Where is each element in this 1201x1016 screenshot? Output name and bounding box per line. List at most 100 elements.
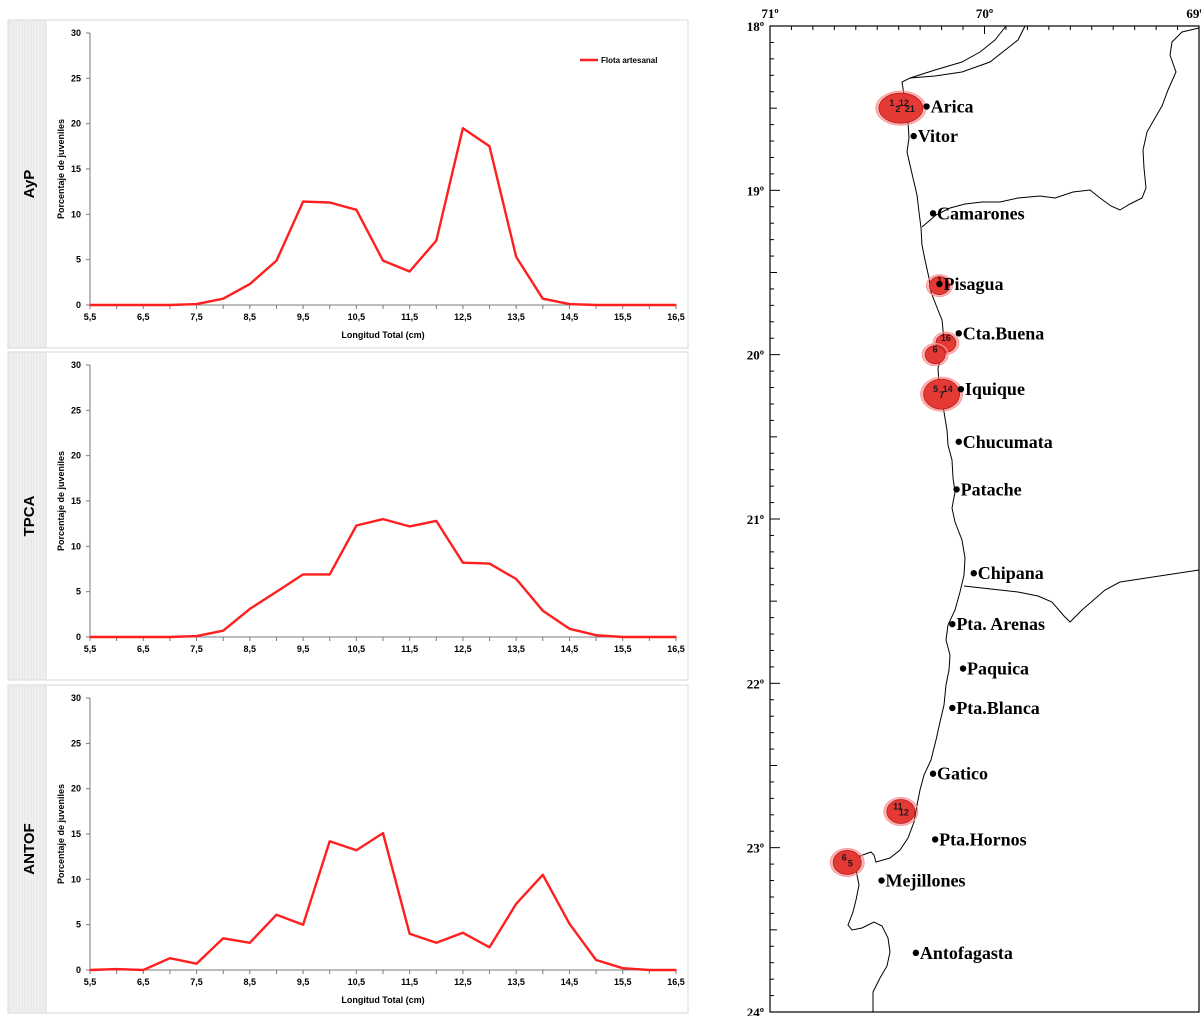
panel-frame xyxy=(7,351,689,681)
x-tick-label: 5,5 xyxy=(84,644,97,654)
data-point xyxy=(302,573,304,576)
place-dot xyxy=(878,877,885,884)
cluster-label: 1 xyxy=(889,98,894,108)
data-point xyxy=(222,937,224,940)
x-tick-label: 9,5 xyxy=(297,977,310,987)
y-tick-label: 5 xyxy=(76,587,81,597)
data-point xyxy=(169,957,171,960)
chart-panel-1: AyP 0 5 10 15 20 25 30 5,5 6,5 7,5 8,5 9,5 10,5 11,5 12… xyxy=(7,19,689,349)
place-dot xyxy=(949,620,956,628)
place-dot xyxy=(931,836,939,843)
data-point xyxy=(195,962,198,965)
lon-label: 70º xyxy=(976,6,993,21)
x-tick-label: 15,5 xyxy=(614,644,632,654)
chart-panel-2: TPCA 0 5 10 15 20 25 30 5,5 6,5 7,5 8,5 9,5 10,5 11,5 1… xyxy=(7,351,689,681)
place-label: Cta.Buena xyxy=(963,323,1045,343)
lon-label: 69º xyxy=(1186,6,1201,21)
x-tick-label: 13,5 xyxy=(507,977,525,987)
data-point xyxy=(142,304,145,306)
x-tick-label: 7,5 xyxy=(190,977,203,987)
data-point xyxy=(621,304,624,306)
catch-cluster: 6 xyxy=(921,343,949,367)
place-label: Vitor xyxy=(918,126,958,146)
data-point xyxy=(435,942,438,944)
y-tick-label: 20 xyxy=(71,119,81,129)
lat-label: 24º xyxy=(747,1005,764,1016)
place-label: Iquique xyxy=(965,379,1025,399)
data-point xyxy=(595,634,597,636)
x-tick-label: 11,5 xyxy=(401,977,418,987)
y-tick-label: 5 xyxy=(76,920,81,930)
y-tick-label: 25 xyxy=(71,738,81,748)
place-dot xyxy=(959,665,967,672)
legend-label: Flota artesanal xyxy=(601,56,657,65)
data-point xyxy=(488,946,491,949)
place-dot xyxy=(929,210,937,217)
y-tick-label: 10 xyxy=(71,209,81,219)
data-point xyxy=(515,256,517,258)
juveniles-charts: AyP 0 5 10 15 20 25 30 5,5 6,5 7,5 8,5 9,5 10,5 11,5 12… xyxy=(7,19,689,1014)
x-tick-label: 7,5 xyxy=(190,312,203,322)
data-point xyxy=(275,590,278,593)
place-label: Antofagasta xyxy=(920,943,1013,963)
data-point xyxy=(355,849,358,852)
data-point xyxy=(675,304,677,306)
x-tick-label: 16,5 xyxy=(667,312,685,322)
cluster-label: 7 xyxy=(939,390,944,400)
panel-label: AyP xyxy=(21,170,38,199)
data-point xyxy=(408,270,411,273)
x-tick-label: 8,5 xyxy=(244,977,257,987)
data-point xyxy=(115,968,118,970)
y-tick-label: 0 xyxy=(76,965,81,975)
lon-label: 71º xyxy=(761,6,778,21)
data-point xyxy=(515,903,517,905)
place-label: Gatico xyxy=(937,764,988,784)
x-tick-label: 14,5 xyxy=(561,977,579,987)
data-point xyxy=(382,259,384,262)
data-point xyxy=(675,969,677,971)
y-tick-label: 30 xyxy=(71,360,81,370)
x-axis-label: Longitud Total (cm) xyxy=(341,995,424,1005)
panel-frame xyxy=(7,684,689,1014)
y-tick-label: 10 xyxy=(71,541,81,551)
x-tick-label: 9,5 xyxy=(297,644,310,654)
x-tick-label: 12,5 xyxy=(454,312,472,322)
data-point xyxy=(195,635,198,637)
place-label: Arica xyxy=(931,97,974,117)
y-tick-label: 30 xyxy=(71,693,81,703)
data-point xyxy=(195,303,198,305)
data-point xyxy=(595,959,597,961)
cluster-label: 5 xyxy=(848,858,853,868)
x-tick-label: 15,5 xyxy=(614,312,632,322)
data-point xyxy=(382,518,384,520)
x-tick-label: 7,5 xyxy=(190,644,203,654)
data-point xyxy=(328,201,331,204)
place-label: Pta. Arenas xyxy=(956,614,1045,634)
y-axis-label: Porcentaje de juveniles xyxy=(56,119,66,219)
northern-chile-map: 18º19º20º21º22º23º24º71º70º69º1212211166… xyxy=(747,6,1201,1016)
place-label: Chipana xyxy=(978,563,1044,583)
y-tick-label: 10 xyxy=(71,874,81,884)
data-point xyxy=(408,525,411,528)
place-dot xyxy=(970,570,977,577)
x-tick-label: 13,5 xyxy=(507,312,525,322)
data-point xyxy=(169,636,171,638)
x-tick-label: 16,5 xyxy=(667,644,685,654)
cluster-core xyxy=(886,799,916,824)
cluster-label: 11 xyxy=(893,802,903,812)
x-axis-label: Longitud Total (cm) xyxy=(341,330,424,340)
cluster-label: 6 xyxy=(933,345,938,355)
panel-frame xyxy=(7,19,689,349)
data-point xyxy=(435,239,438,242)
data-point xyxy=(302,923,304,926)
x-tick-label: 14,5 xyxy=(561,312,579,322)
data-point xyxy=(249,942,251,944)
cluster-core xyxy=(923,378,961,410)
cluster-core xyxy=(924,345,946,365)
y-tick-label: 15 xyxy=(71,496,81,506)
place-dot xyxy=(957,385,965,393)
cluster-label: 14 xyxy=(943,384,953,394)
cluster-label: 16 xyxy=(941,333,951,343)
place-label: Pta.Blanca xyxy=(956,698,1039,718)
